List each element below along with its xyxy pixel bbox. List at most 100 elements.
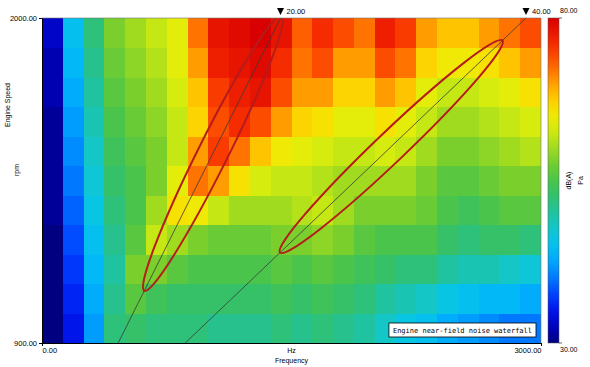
cell — [312, 48, 333, 78]
cell — [312, 284, 333, 314]
cell — [167, 107, 188, 137]
cell — [375, 254, 396, 284]
cell — [84, 107, 105, 137]
cell — [250, 195, 271, 225]
cell — [167, 48, 188, 78]
y-tick: 2000.00 — [10, 14, 42, 23]
cell — [271, 107, 292, 137]
cell — [479, 18, 500, 48]
cell — [479, 284, 500, 314]
colorbar-tick — [559, 343, 562, 344]
cell — [292, 313, 313, 343]
cell — [250, 136, 271, 166]
cell — [208, 254, 229, 284]
cell — [292, 48, 313, 78]
cell — [499, 166, 520, 196]
cell — [499, 136, 520, 166]
cell — [333, 107, 354, 137]
cell — [395, 48, 416, 78]
cell — [104, 313, 125, 343]
cell — [416, 225, 437, 255]
plot-frame — [42, 18, 541, 343]
plot-area — [42, 18, 541, 343]
cell — [395, 254, 416, 284]
cell — [229, 136, 250, 166]
x-tick: 3000.00 — [514, 343, 541, 355]
cell — [499, 107, 520, 137]
cell — [520, 77, 541, 107]
cell — [146, 166, 167, 196]
cell — [520, 225, 541, 255]
order-marker — [523, 8, 530, 15]
cell — [416, 195, 437, 225]
cell — [167, 77, 188, 107]
cell — [104, 18, 125, 48]
cell — [63, 77, 84, 107]
cell — [42, 48, 63, 78]
colorbar — [548, 18, 559, 343]
cell — [167, 254, 188, 284]
cell — [458, 166, 479, 196]
cell — [520, 195, 541, 225]
order-marker — [277, 8, 284, 15]
cell — [312, 77, 333, 107]
cell — [312, 136, 333, 166]
cell — [42, 313, 63, 343]
cell — [104, 48, 125, 78]
cell — [479, 107, 500, 137]
cell — [208, 77, 229, 107]
chart: 20.0040.000.003000.00900.002000.00HzFreq… — [0, 0, 590, 367]
cell — [416, 284, 437, 314]
cell — [250, 166, 271, 196]
title-frame — [389, 323, 536, 337]
cell — [354, 225, 375, 255]
cell — [84, 166, 105, 196]
cell — [84, 136, 105, 166]
cell — [499, 225, 520, 255]
cell — [208, 48, 229, 78]
cell — [42, 195, 63, 225]
cell — [479, 195, 500, 225]
cell — [437, 18, 458, 48]
cell — [520, 136, 541, 166]
cell — [292, 77, 313, 107]
colorbar-title: dB(A) — [565, 172, 573, 190]
cell — [167, 18, 188, 48]
cell — [333, 254, 354, 284]
cell — [42, 136, 63, 166]
cell — [63, 48, 84, 78]
cell — [229, 195, 250, 225]
cell — [479, 254, 500, 284]
cell — [520, 48, 541, 78]
cell — [229, 225, 250, 255]
cell — [188, 48, 209, 78]
cell — [499, 284, 520, 314]
cell — [250, 254, 271, 284]
cell — [125, 136, 146, 166]
cell — [167, 136, 188, 166]
cell — [84, 77, 105, 107]
cell — [104, 77, 125, 107]
cell — [42, 225, 63, 255]
cell — [395, 284, 416, 314]
cell — [458, 284, 479, 314]
cell — [458, 225, 479, 255]
cell — [312, 254, 333, 284]
cell — [146, 18, 167, 48]
x-axis-title: Frequency — [275, 357, 309, 365]
cell — [499, 195, 520, 225]
highlight-ellipse — [270, 30, 513, 264]
cell — [292, 18, 313, 48]
cell — [375, 18, 396, 48]
y-tick-label: 900.00 — [14, 339, 37, 348]
cell — [520, 107, 541, 137]
cell — [63, 166, 84, 196]
cell — [271, 284, 292, 314]
y-unit: rpm — [13, 164, 21, 176]
title: Engine near-field noise waterfall — [393, 327, 532, 335]
cell — [416, 48, 437, 78]
cell — [333, 313, 354, 343]
cell — [375, 48, 396, 78]
order-label: 20.00 — [287, 7, 306, 16]
cell — [125, 77, 146, 107]
